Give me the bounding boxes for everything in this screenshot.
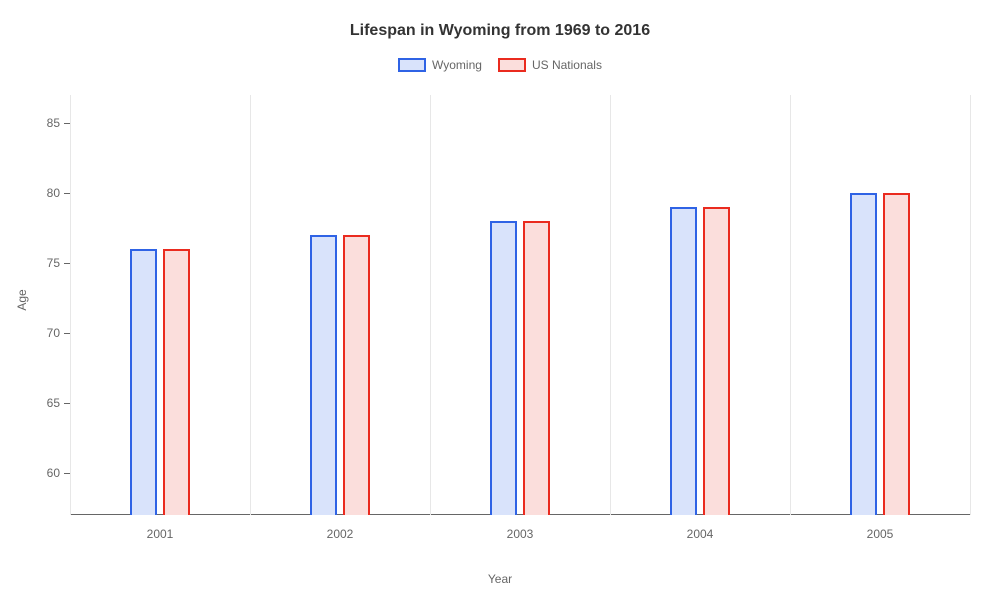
bar[interactable]: [883, 193, 910, 515]
y-tick-mark: [64, 333, 70, 334]
grid-line: [250, 95, 251, 515]
x-tick-label: 2003: [507, 527, 534, 541]
axis-baseline: [70, 514, 970, 515]
y-tick-mark: [64, 263, 70, 264]
legend-swatch-wyoming: [398, 58, 426, 72]
x-tick-label: 2002: [327, 527, 354, 541]
legend: Wyoming US Nationals: [0, 58, 1000, 72]
grid-line: [430, 95, 431, 515]
bar[interactable]: [163, 249, 190, 515]
plot-area: 60657075808520012002200320042005: [70, 95, 970, 515]
grid-line: [790, 95, 791, 515]
y-tick-label: 60: [47, 466, 60, 480]
grid-line: [970, 95, 971, 515]
y-tick-mark: [64, 473, 70, 474]
bar[interactable]: [670, 207, 697, 515]
x-axis-title: Year: [488, 572, 512, 586]
legend-label-us-nationals: US Nationals: [532, 58, 602, 72]
chart-container: Lifespan in Wyoming from 1969 to 2016 Wy…: [0, 0, 1000, 600]
chart-title: Lifespan in Wyoming from 1969 to 2016: [0, 0, 1000, 40]
y-axis-title: Age: [15, 289, 29, 310]
x-tick-label: 2005: [867, 527, 894, 541]
y-tick-label: 75: [47, 256, 60, 270]
legend-item-us-nationals[interactable]: US Nationals: [498, 58, 602, 72]
grid-line: [70, 95, 71, 515]
y-tick-mark: [64, 193, 70, 194]
legend-swatch-us-nationals: [498, 58, 526, 72]
bar[interactable]: [490, 221, 517, 515]
bar[interactable]: [523, 221, 550, 515]
bar[interactable]: [343, 235, 370, 515]
legend-item-wyoming[interactable]: Wyoming: [398, 58, 482, 72]
y-tick-label: 85: [47, 116, 60, 130]
legend-label-wyoming: Wyoming: [432, 58, 482, 72]
y-tick-mark: [64, 403, 70, 404]
y-tick-label: 65: [47, 396, 60, 410]
bar[interactable]: [703, 207, 730, 515]
y-tick-label: 70: [47, 326, 60, 340]
x-tick-label: 2001: [147, 527, 174, 541]
y-tick-mark: [64, 123, 70, 124]
y-tick-label: 80: [47, 186, 60, 200]
x-tick-label: 2004: [687, 527, 714, 541]
bar[interactable]: [130, 249, 157, 515]
bar[interactable]: [310, 235, 337, 515]
grid-line: [610, 95, 611, 515]
bar[interactable]: [850, 193, 877, 515]
